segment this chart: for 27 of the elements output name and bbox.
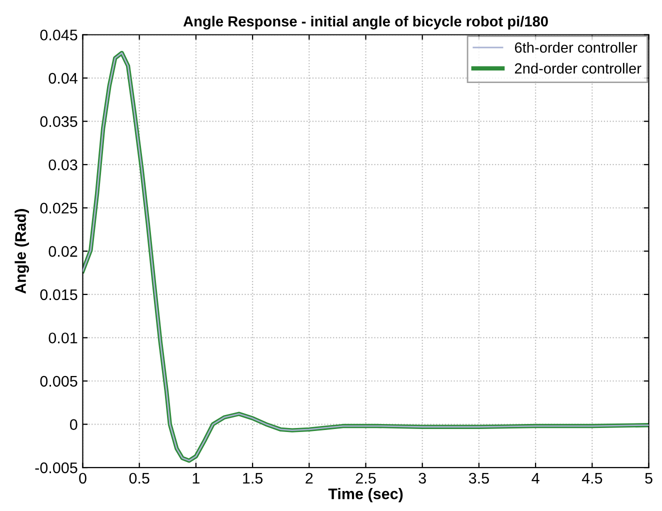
y-tick-label: 0.025 (40, 202, 78, 214)
y-tick-label: 0.01 (48, 332, 78, 344)
x-tick-label: 3.5 (468, 472, 489, 484)
y-tick-label: 0.045 (40, 30, 78, 40)
y-tick-label: 0.005 (40, 376, 78, 387)
y-tick-label: 0.035 (40, 116, 78, 127)
x-tick-label: 1.5 (243, 472, 263, 484)
x-tick-label: 0 (79, 472, 86, 484)
x-tick-label: 1 (192, 472, 200, 484)
y-tick-label: 0.02 (48, 246, 78, 257)
x-tick-label: 0.5 (129, 472, 150, 484)
y-tick-label: 0.03 (48, 159, 78, 170)
x-tick-label: 5 (645, 472, 652, 484)
y-tick-label: 0 (70, 419, 78, 430)
x-tick-label: 4 (532, 472, 540, 484)
y-tick-label: 0.015 (40, 289, 78, 300)
legend-label: 6th-order controller (514, 42, 638, 53)
y-tick-label: 0.04 (48, 72, 78, 84)
x-tick-label: 3 (418, 472, 426, 484)
chart-title: Angle Response - initial angle of bicycle robot pi/180 (183, 16, 548, 30)
x-axis-title: Time (sec) (328, 488, 403, 502)
legend-label: 2nd-order controller (514, 62, 642, 74)
y-tick-label: -0.005 (35, 462, 78, 474)
y-axis-title: Angle (Rad) (14, 209, 30, 294)
x-tick-label: 2 (306, 472, 313, 484)
x-tick-label: 2.5 (356, 472, 376, 484)
x-tick-label: 4.5 (582, 472, 602, 484)
